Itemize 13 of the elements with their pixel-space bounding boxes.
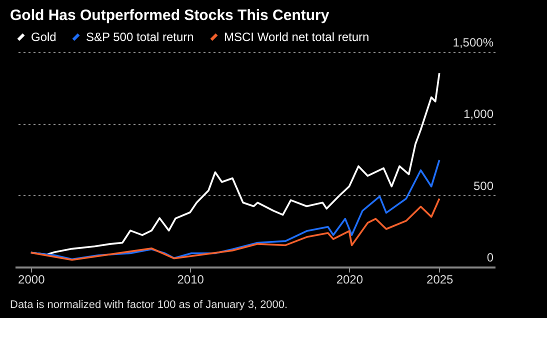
- y-tick-label: 500: [473, 178, 494, 193]
- x-tick-label: 2010: [177, 272, 204, 286]
- x-tick-label: 2000: [18, 272, 46, 286]
- legend-label: S&P 500 total return: [86, 30, 194, 44]
- chart-title: Gold Has Outperformed Stocks This Century: [10, 7, 330, 24]
- legend-label: MSCI World net total return: [224, 30, 370, 44]
- y-tick-label: 1,500%: [452, 36, 494, 50]
- y-tick-label: 0: [486, 250, 494, 264]
- y-tick-label: 1,000: [463, 107, 494, 122]
- text: Data is normalized with factor 100 as of January 3, 2000.: [10, 299, 288, 311]
- x-tick-label: 2025: [426, 272, 454, 286]
- legend-label: Gold: [31, 30, 56, 44]
- x-tick-label: 2020: [336, 272, 364, 286]
